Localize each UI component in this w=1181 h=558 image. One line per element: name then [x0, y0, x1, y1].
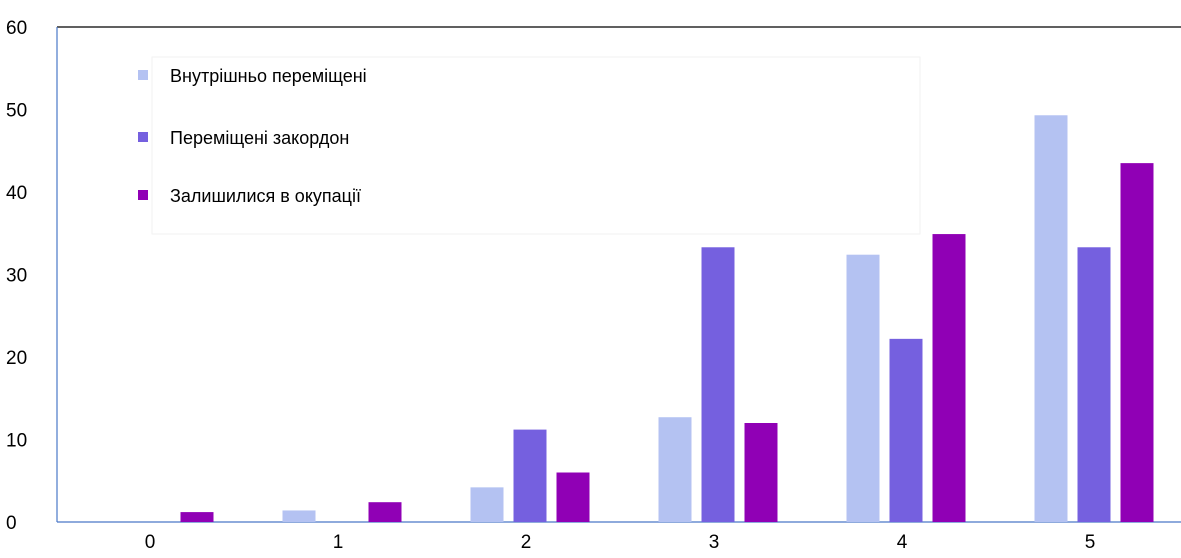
axes: 0 10 20 30 40 50 60 0 1 2 3 4 5 — [6, 18, 1181, 553]
y-tick-label: 0 — [6, 513, 17, 534]
legend-swatch — [138, 190, 148, 200]
bar-5-series-3 — [1120, 163, 1154, 522]
x-tick-label: 3 — [709, 532, 720, 553]
legend-label: Залишилися в окупації — [170, 186, 361, 206]
x-tick-label: 2 — [521, 532, 532, 553]
y-tick-label: 30 — [6, 266, 27, 287]
bar-3-series-1 — [658, 417, 692, 522]
bar-2-series-1 — [470, 487, 504, 522]
x-tick-label: 1 — [333, 532, 344, 553]
legend-swatch — [138, 70, 148, 80]
legend-swatch — [138, 132, 148, 142]
x-tick-label: 5 — [1085, 532, 1096, 553]
bar-3-series-3 — [744, 423, 778, 522]
bar-4-series-1 — [846, 254, 880, 522]
x-tick-label: 0 — [145, 532, 156, 553]
legend: Внутрішньо переміщені Переміщені закордон… — [138, 56, 921, 235]
bar-1-series-1 — [282, 510, 316, 522]
bar-5-series-1 — [1034, 115, 1068, 523]
y-tick-label: 50 — [6, 101, 27, 122]
bar-4-series-2 — [889, 338, 923, 522]
bar-4-series-3 — [932, 234, 966, 522]
bar-1-series-3 — [368, 502, 402, 522]
y-tick-label: 40 — [6, 183, 27, 204]
bars — [180, 115, 1154, 523]
y-tick-label: 20 — [6, 348, 27, 369]
legend-label: Переміщені закордон — [170, 128, 349, 148]
bar-0-series-3 — [180, 512, 214, 522]
y-tick-label: 60 — [6, 18, 27, 39]
y-tick-label: 10 — [6, 431, 27, 452]
bar-2-series-3 — [556, 472, 590, 522]
legend-box — [151, 56, 921, 235]
x-tick-label: 4 — [897, 532, 908, 553]
bar-5-series-2 — [1077, 247, 1111, 522]
bar-3-series-2 — [701, 247, 735, 522]
bar-2-series-2 — [513, 429, 547, 522]
legend-label: Внутрішньо переміщені — [170, 66, 367, 86]
